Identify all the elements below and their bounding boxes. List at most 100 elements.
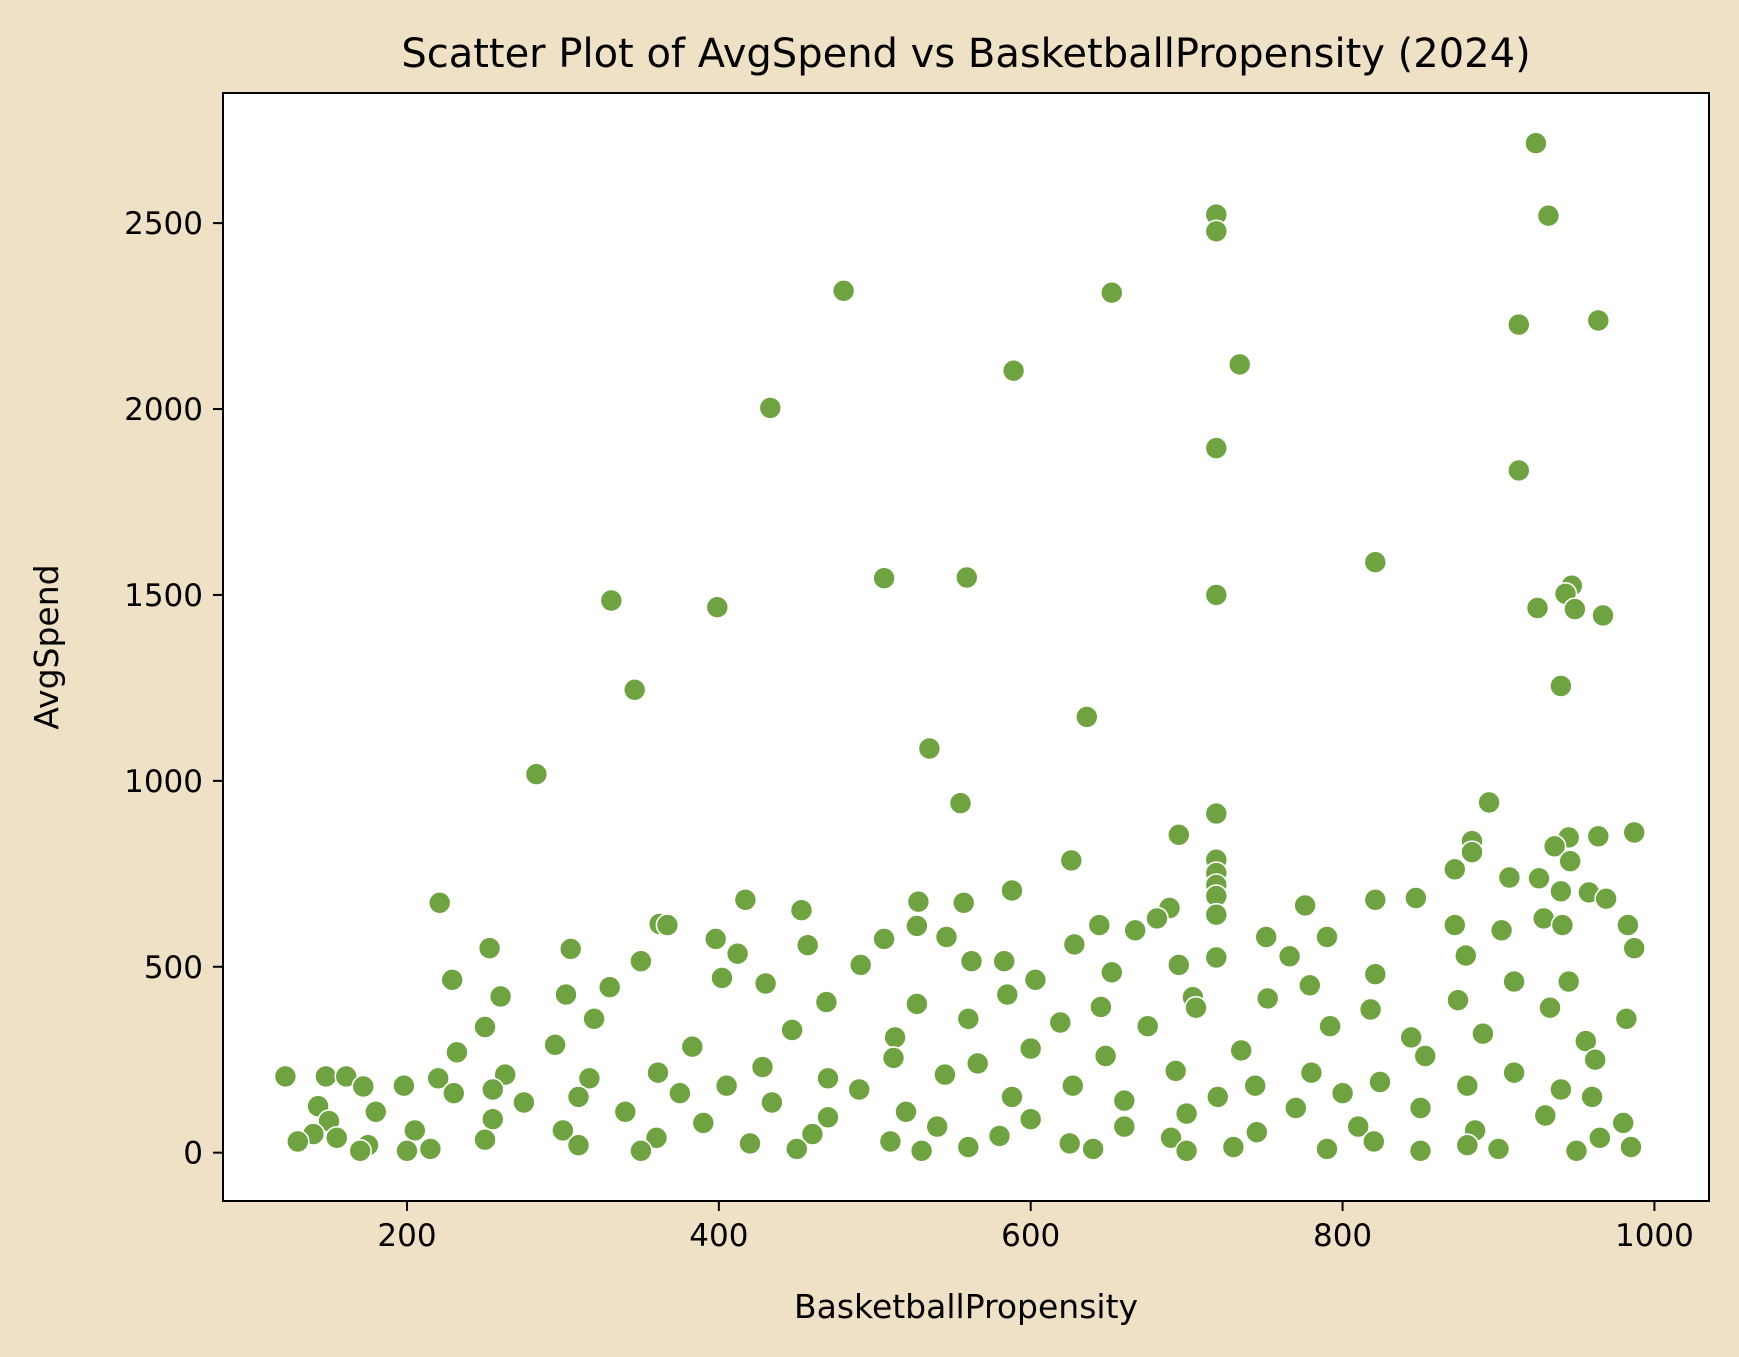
scatter-point [725, 941, 750, 966]
scatter-point [1502, 969, 1526, 994]
scatter-point [1318, 1014, 1342, 1038]
scatter-point [558, 937, 583, 961]
scatter-point [1204, 945, 1229, 970]
scatter-point [1206, 1085, 1230, 1109]
scatter-point [1062, 932, 1087, 957]
scatter-point [1622, 820, 1646, 845]
scatter-point [1408, 1139, 1433, 1163]
scatter-point [1611, 1111, 1635, 1135]
scatter-point [655, 913, 680, 937]
scatter-point [273, 1064, 298, 1089]
scatter-point [1174, 1101, 1199, 1126]
scatter-point [473, 1127, 497, 1152]
scatter-point [1594, 886, 1618, 911]
y-axis-ticks: 0 500 1000 1500 2000 2500 [124, 206, 223, 1172]
scatter-point [1227, 352, 1252, 377]
scatter-point [1001, 358, 1026, 383]
scatter-point [1507, 458, 1531, 483]
scatter-point [1538, 995, 1562, 1020]
scatter-point [680, 1034, 705, 1059]
scatter-point [883, 1025, 907, 1050]
scatter-point [917, 736, 942, 761]
y-tick-label: 1000 [124, 764, 203, 800]
scatter-point [733, 887, 758, 912]
scatter-point [1549, 674, 1573, 698]
scatter-point [1527, 866, 1551, 891]
scatter-point [1245, 1120, 1269, 1144]
scatter-point [1284, 1096, 1308, 1120]
scatter-point [1204, 902, 1229, 927]
scatter-point [780, 1018, 804, 1042]
scatter-point [1163, 1059, 1188, 1083]
scatter-point [1112, 1114, 1137, 1139]
scatter-point [1145, 906, 1169, 931]
data-points [273, 131, 1646, 1163]
scatter-point [1489, 918, 1514, 943]
scatter-point [847, 1077, 872, 1102]
scatter-point [965, 1051, 990, 1076]
scatter-point [1558, 849, 1582, 874]
scatter-point [1089, 995, 1113, 1019]
scatter-point [1221, 1135, 1246, 1159]
scatter-point [1580, 1085, 1604, 1109]
scatter-point [1057, 1131, 1082, 1156]
y-tick-label: 2000 [124, 392, 203, 428]
scatter-point [1093, 1044, 1118, 1068]
scatter-point [1533, 1103, 1558, 1128]
scatter-point [613, 1100, 638, 1124]
y-tick-label: 500 [144, 950, 203, 986]
scatter-point [956, 1006, 981, 1031]
scatter-point [1574, 1029, 1598, 1053]
scatter-point [1293, 893, 1317, 918]
scatter-point [392, 1073, 416, 1098]
scatter-point [956, 1135, 981, 1159]
scatter-point [440, 967, 465, 992]
scatter-point [1486, 1137, 1511, 1161]
scatter-point [363, 1100, 388, 1124]
scatter-point [644, 1126, 669, 1150]
scatter-point [1167, 953, 1191, 977]
scatter-point [750, 1055, 775, 1079]
scatter-point [995, 982, 1020, 1007]
scatter-point [816, 1066, 840, 1091]
scatter-point [1298, 973, 1322, 998]
x-axis-label: BasketballPropensity [794, 1287, 1138, 1326]
scatter-point [582, 1006, 606, 1031]
scatter-point [622, 677, 647, 702]
scatter-point [1368, 1070, 1392, 1094]
x-tick-label: 600 [1001, 1218, 1060, 1254]
scatter-point [599, 588, 624, 613]
scatter-point [954, 565, 979, 590]
scatter-point [758, 396, 783, 420]
x-tick-label: 400 [689, 1218, 748, 1254]
scatter-point [1277, 944, 1302, 969]
scatter-point [488, 984, 513, 1009]
scatter-point [878, 1129, 903, 1154]
scatter-point [1255, 986, 1280, 1011]
scatter-point [753, 971, 778, 996]
scatter-point [1536, 203, 1561, 228]
scatter-point [1591, 603, 1615, 628]
y-tick-label: 1500 [124, 578, 203, 614]
scatter-point [1315, 925, 1339, 949]
scatter-point [1399, 1025, 1423, 1050]
scatter-point [1087, 913, 1112, 937]
scatter-point [1123, 918, 1147, 943]
scatter-point [881, 1046, 906, 1070]
scatter-point [285, 1129, 310, 1154]
scatter-point [1075, 705, 1099, 729]
scatter-point [1018, 1036, 1043, 1061]
scatter-point [1100, 280, 1124, 305]
scatter-point [668, 1081, 692, 1105]
scatter-point [951, 890, 976, 915]
scatter-point [551, 1118, 575, 1143]
scatter-point [1204, 583, 1229, 607]
scatter-point [905, 914, 929, 938]
scatter-point [814, 990, 839, 1014]
scatter-point [1616, 913, 1640, 937]
scatter-point [597, 975, 622, 1000]
scatter-point [1174, 1139, 1199, 1163]
scatter-point [1588, 1126, 1612, 1150]
scatter-point [1507, 312, 1531, 337]
scatter-point [760, 1090, 784, 1115]
